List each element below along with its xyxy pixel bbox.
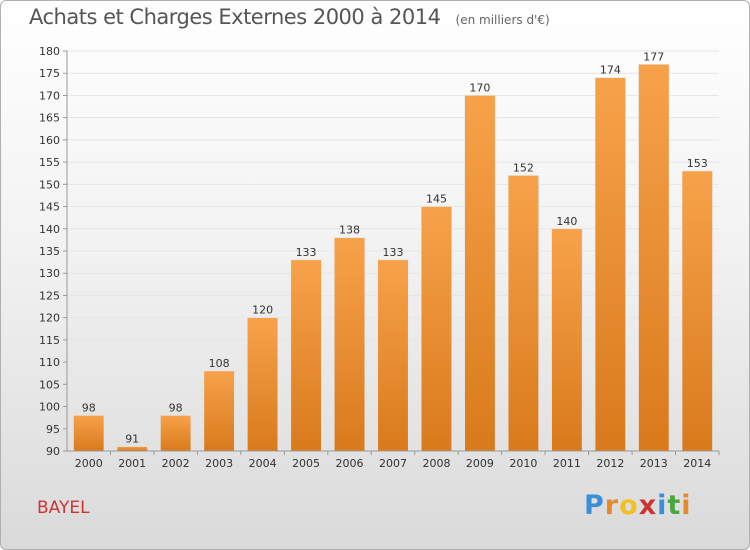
bar-2010 [507, 175, 539, 452]
value-label-2005: 133 [296, 246, 317, 259]
y-tick-label: 120 [39, 312, 60, 325]
y-tick-label: 100 [39, 401, 60, 414]
y-tick-label: 150 [39, 178, 60, 191]
y-tick-label: 155 [39, 156, 60, 169]
place-name: BAYEL [37, 498, 90, 518]
value-label-2007: 133 [383, 246, 404, 259]
x-tick-label-2011: 2011 [553, 457, 581, 470]
y-tick-label: 125 [39, 289, 60, 302]
x-tick-label-2002: 2002 [162, 457, 190, 470]
value-label-2013: 177 [643, 50, 664, 63]
logo-letter: P [584, 490, 605, 521]
y-tick-label: 110 [39, 356, 60, 369]
title-row: Achats et Charges Externes 2000 à 2014 (… [29, 5, 550, 29]
value-label-2014: 153 [687, 157, 708, 170]
y-tick-label: 180 [39, 45, 60, 58]
bar-2001 [116, 446, 148, 452]
chart-title: Achats et Charges Externes 2000 à 2014 [29, 5, 441, 29]
value-label-2003: 108 [209, 357, 230, 370]
y-tick-label: 165 [39, 112, 60, 125]
bar-2006 [334, 237, 365, 452]
y-tick-label: 95 [46, 423, 60, 436]
chart-unit: (en milliers d'€) [455, 13, 550, 27]
y-tick-label: 160 [39, 134, 60, 147]
bars: 98 91 98 108 120 133 138 133 145 170 152 140 174 177 1… [73, 50, 713, 452]
bar-2013 [638, 64, 670, 452]
bar-2005 [290, 259, 322, 452]
bar-2002 [160, 415, 192, 452]
value-label-2009: 170 [469, 81, 490, 94]
logo-letter: o [619, 490, 639, 521]
bar-2000 [73, 415, 105, 452]
x-tick-label-2008: 2008 [422, 457, 450, 470]
y-tick-label: 115 [39, 334, 60, 347]
bar-2009 [464, 95, 496, 452]
x-tick-label-2012: 2012 [596, 457, 624, 470]
x-tick-label-2010: 2010 [509, 457, 537, 470]
bar-2008 [421, 206, 452, 452]
bar-2004 [247, 317, 279, 452]
x-tick-label-2014: 2014 [683, 457, 711, 470]
bar-2003 [203, 370, 235, 452]
logo-letter: i [681, 490, 692, 521]
value-label-2004: 120 [252, 304, 273, 317]
bar-2011 [551, 228, 583, 452]
y-tick-label: 140 [39, 223, 60, 236]
bar-2012 [594, 77, 626, 452]
value-label-2002: 98 [169, 401, 183, 414]
x-tick-label-2009: 2009 [466, 457, 494, 470]
logo-letter: t [667, 490, 682, 521]
y-tick-label: 175 [39, 67, 60, 80]
value-label-2012: 174 [600, 64, 621, 77]
bar-2014 [681, 170, 713, 452]
logo-letter: i [657, 490, 668, 521]
x-tick-label-2003: 2003 [205, 457, 233, 470]
x-tick-label-2005: 2005 [292, 457, 320, 470]
x-tick-label-2001: 2001 [118, 457, 146, 470]
value-label-2008: 145 [426, 193, 447, 206]
proxiti-logo[interactable]: Proxiti [584, 490, 692, 521]
value-label-2000: 98 [82, 401, 96, 414]
x-tick-label-2007: 2007 [379, 457, 407, 470]
bar-2007 [377, 259, 409, 452]
logo-letter: x [638, 490, 658, 521]
value-label-2011: 140 [556, 215, 577, 228]
logo-letter: r [604, 490, 620, 521]
value-label-2006: 138 [339, 224, 360, 237]
x-tick-label-2004: 2004 [249, 457, 277, 470]
value-label-2010: 152 [513, 161, 534, 174]
y-tick-label: 90 [46, 445, 60, 458]
y-tick-label: 105 [39, 378, 60, 391]
y-tick-label: 130 [39, 267, 60, 280]
y-tick-label: 135 [39, 245, 60, 258]
x-tick-label-2013: 2013 [640, 457, 668, 470]
x-tick-label-2000: 2000 [75, 457, 103, 470]
y-tick-label: 170 [39, 89, 60, 102]
axes: 90 95 100 105 110 115 120 125 130 135 140 145 150 155… [39, 45, 720, 470]
value-label-2001: 91 [125, 433, 139, 446]
y-tick-label: 145 [39, 201, 60, 214]
x-tick-label-2006: 2006 [336, 457, 364, 470]
